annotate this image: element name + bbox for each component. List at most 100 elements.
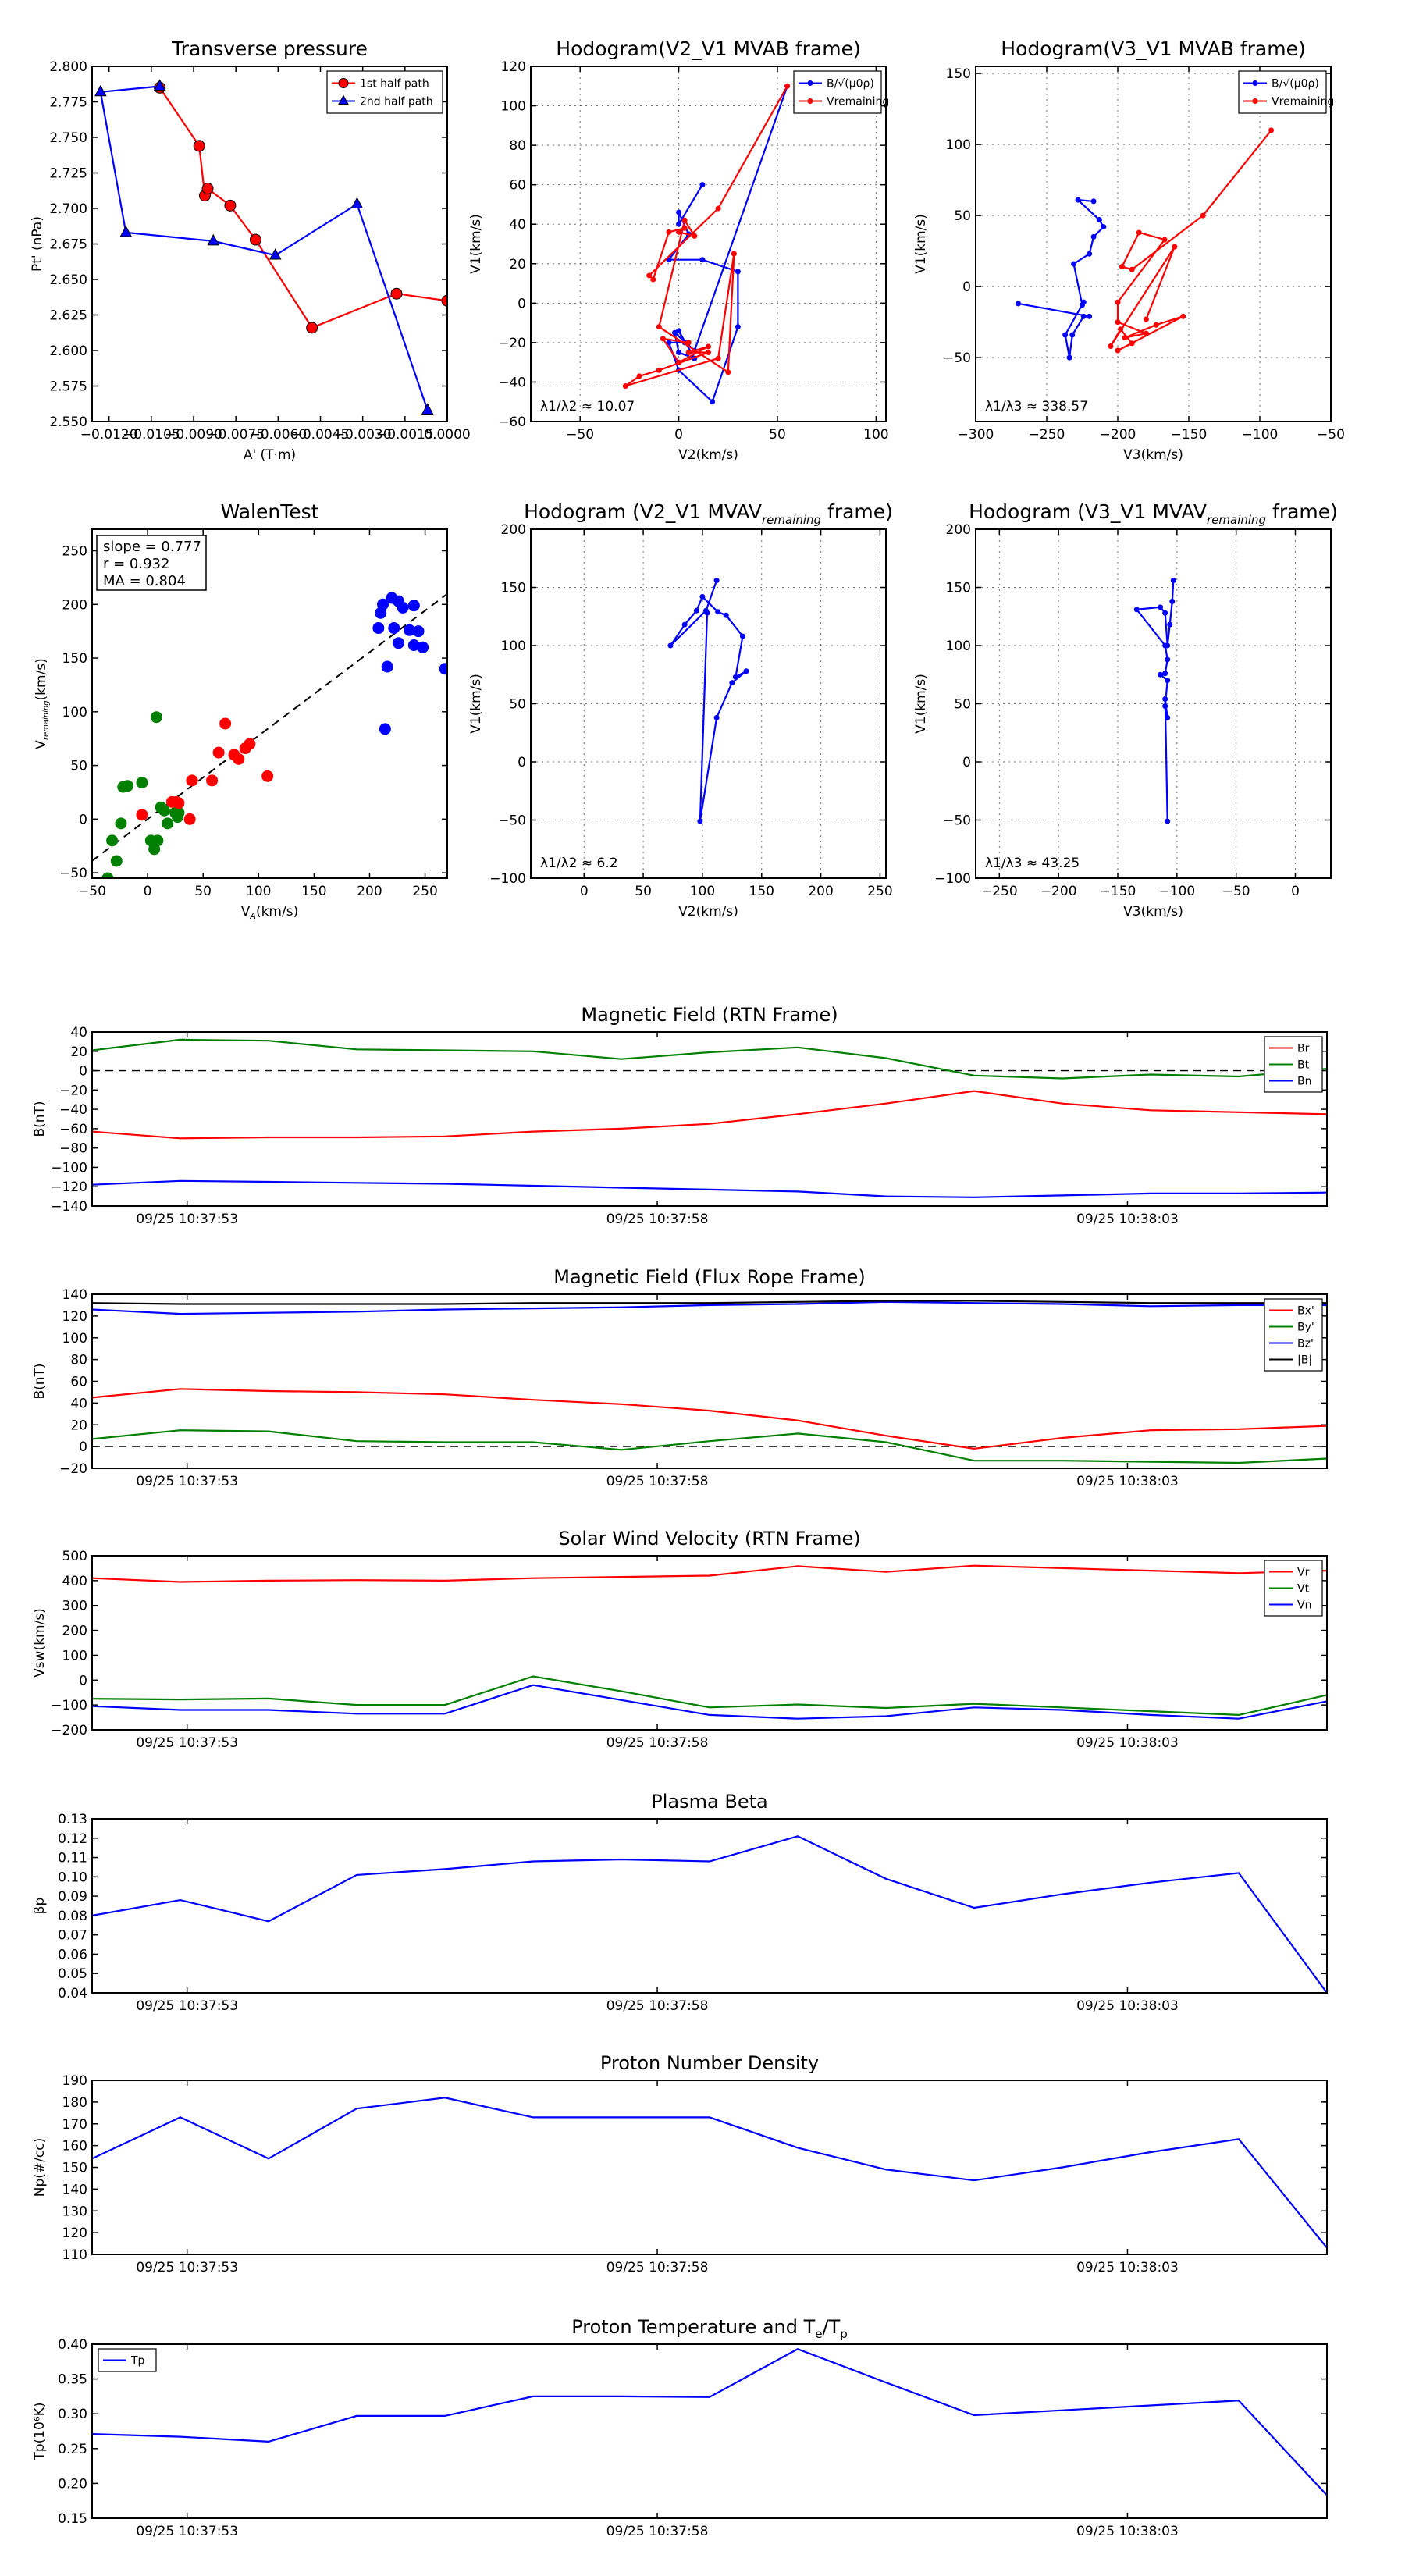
y-tick-label: 0	[518, 296, 526, 311]
scatter-point	[115, 817, 127, 830]
series-point	[723, 612, 729, 618]
legend-label: |B|	[1297, 1354, 1312, 1367]
series-point	[1165, 714, 1171, 720]
scatter-point	[392, 637, 404, 649]
x-tick-label: 09/25 10:37:58	[606, 1212, 709, 1227]
x-tick-label: 09/25 10:38:03	[1076, 1212, 1179, 1227]
y-tick-label: 0	[962, 279, 971, 295]
info-box-line: r = 0.932	[103, 556, 169, 572]
x-tick-label: −200	[1040, 884, 1077, 899]
y-tick-label: 2.575	[49, 379, 87, 395]
y-tick-label: 2.675	[49, 237, 87, 253]
series-point	[1118, 326, 1124, 333]
series-point	[1101, 224, 1107, 230]
scatter-point	[162, 817, 174, 830]
series-point	[1075, 197, 1081, 203]
x-tick-label: −100	[1158, 884, 1195, 899]
series-line	[92, 1564, 1327, 1583]
legend-marker	[338, 94, 349, 105]
label-part: (km/s)	[256, 904, 298, 920]
series-point	[1162, 610, 1168, 616]
series-point	[622, 383, 628, 389]
y-tick-label: 2.700	[49, 201, 87, 217]
series-point	[1096, 217, 1102, 223]
plot-area	[92, 1835, 1327, 1993]
y-tick-label: −20	[59, 1083, 87, 1098]
plot-area	[1133, 578, 1176, 824]
scatter-point	[101, 872, 114, 878]
y-tick-label: 50	[70, 759, 87, 774]
proton-number-density-panel: Proton Number Density 09/25 10:37:53 09/25…	[32, 2052, 1328, 2275]
series-point	[715, 609, 721, 615]
series-point	[1165, 818, 1171, 824]
legend-marker	[1252, 98, 1258, 104]
series-point	[676, 350, 682, 356]
series-point	[681, 225, 688, 231]
y-tick-label: 100	[501, 639, 526, 654]
label-part: (km/s)	[34, 658, 49, 700]
series-line	[92, 2347, 1327, 2496]
x-tick-label: 0	[144, 884, 152, 899]
x-tick-label: 09/25 10:37:53	[136, 1998, 238, 2014]
plot-frame	[91, 1031, 1328, 1207]
y-tick-label: 100	[501, 99, 526, 115]
legend-label: B/√(μ0ρ)	[827, 78, 874, 91]
scatter-point	[206, 774, 219, 787]
series-point	[660, 336, 666, 342]
y-tick-label: 120	[501, 59, 526, 75]
x-tick-label: −50	[1222, 884, 1250, 899]
plot-frame	[91, 1293, 1328, 1469]
series-point	[666, 229, 672, 235]
y-tick-label: 120	[62, 2226, 87, 2241]
x-tick-label: 100	[690, 884, 715, 899]
series-point	[693, 607, 699, 614]
scatter-point	[122, 780, 133, 792]
y-tick-label: 0.08	[58, 1909, 87, 1924]
series-point	[1115, 347, 1121, 354]
y-tick-label: 0	[79, 1673, 87, 1688]
y-axis-label: B(nT)	[32, 1101, 48, 1137]
chart-title: WalenTest	[221, 500, 319, 523]
x-axis-label: A' (T·m)	[244, 447, 296, 463]
series-marker	[224, 199, 237, 212]
series-point	[1129, 340, 1135, 347]
x-tick-label: 50	[194, 884, 212, 899]
y-tick-label: 0.05	[58, 1966, 87, 1982]
scatter-point	[136, 809, 148, 821]
series-point	[713, 578, 720, 584]
y-tick-label: 200	[946, 522, 971, 538]
plot-area	[92, 2097, 1327, 2249]
series-marker	[306, 322, 318, 334]
series-point	[1115, 299, 1121, 305]
series-point	[1108, 343, 1114, 350]
series-point	[1133, 607, 1140, 613]
y-tick-label: 0	[79, 812, 87, 827]
y-tick-label: 0.06	[58, 1947, 87, 1962]
series-point	[1087, 251, 1093, 257]
x-axis-label: V3(km/s)	[1123, 904, 1183, 920]
x-tick-label: 250	[412, 884, 437, 899]
series-point	[1167, 621, 1173, 628]
y-tick-label: 0.25	[58, 2442, 87, 2457]
y-tick-label: 150	[62, 2161, 87, 2176]
title-part: /T	[823, 2316, 841, 2338]
legend-label: 1st half path	[360, 78, 429, 91]
series-marker	[153, 79, 166, 91]
y-tick-label: −80	[59, 1141, 87, 1157]
y-tick-label: 20	[509, 257, 526, 272]
series-line	[92, 1675, 1327, 1717]
x-tick-label: 09/25 10:38:03	[1076, 2260, 1179, 2275]
series-line	[99, 85, 429, 411]
eigenvalue-ratio-label: λ1/λ3 ≈ 43.25	[985, 856, 1080, 871]
series-point	[784, 83, 791, 89]
y-tick-label: 2.600	[49, 343, 87, 359]
label-subscript: remaining	[42, 700, 51, 740]
series-point	[1200, 212, 1206, 219]
walen-test-panel: WalenTest −50 0 50 100 150 200 250 −50 0 50 100 150 2…	[34, 500, 448, 921]
series-point	[685, 350, 692, 356]
legend-label: B/√(μ0ρ)	[1272, 78, 1319, 91]
series-point	[650, 276, 656, 283]
y-tick-label: 0.07	[58, 1928, 87, 1944]
title-part: frame)	[821, 500, 893, 523]
y-tick-label: 2.625	[49, 308, 87, 324]
